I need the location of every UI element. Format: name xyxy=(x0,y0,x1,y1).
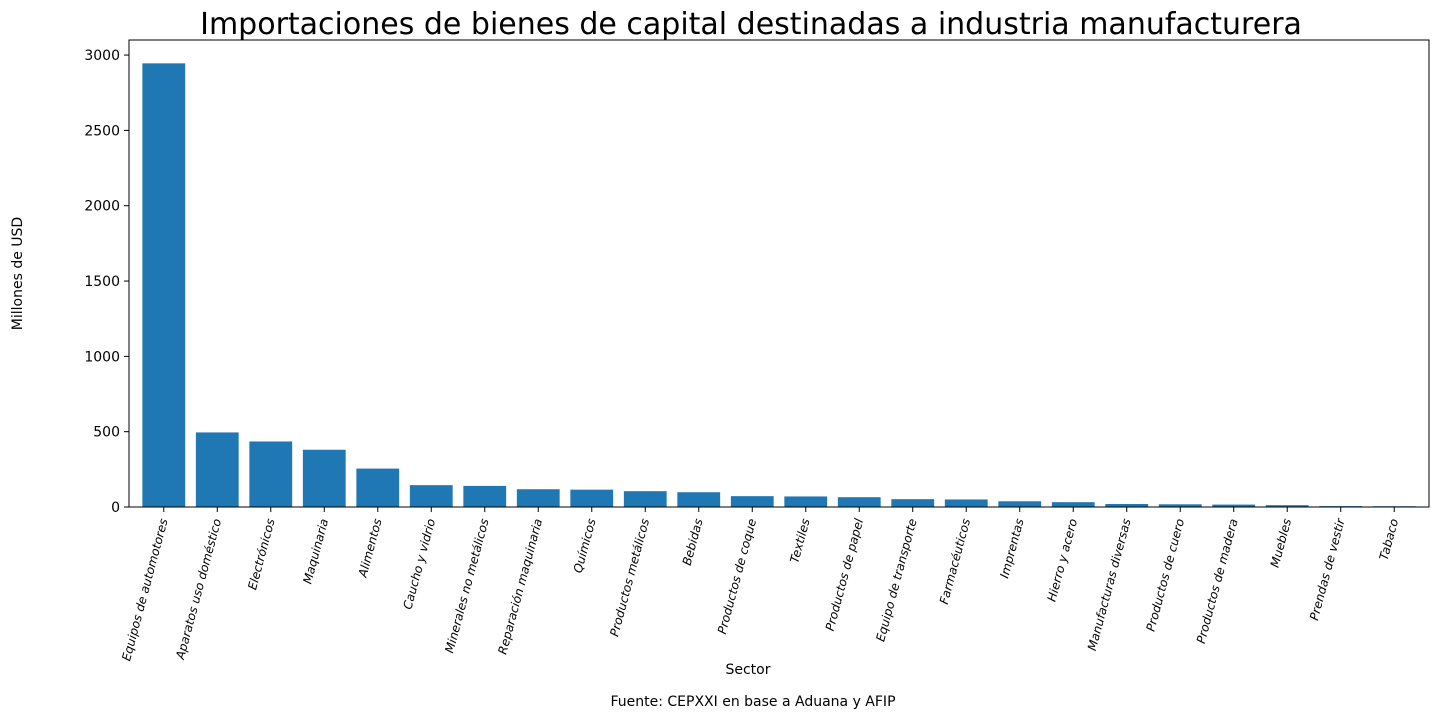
x-tick-label-9: Productos metálicos xyxy=(607,517,652,638)
bar-3 xyxy=(302,449,346,507)
x-tick-label-16: Imprentas xyxy=(997,517,1026,580)
bar-2 xyxy=(249,441,293,507)
bar-6 xyxy=(463,485,507,507)
x-tick-label-23: Tabaco xyxy=(1377,517,1401,562)
x-tick-label-17: Hierro y acero xyxy=(1045,517,1081,603)
x-tick-label-8: Químicos xyxy=(571,517,599,574)
plot-frame xyxy=(128,39,1430,508)
y-axis-label: Millones de USD xyxy=(10,217,26,330)
bar-13 xyxy=(837,497,881,507)
x-tick-label-11: Productos de coque xyxy=(715,517,759,635)
x-tick-label-12: Textiles xyxy=(787,517,812,564)
y-tick-label-3: 1500 xyxy=(84,274,120,290)
x-axis-label: Sector xyxy=(725,662,770,678)
x-tick-label-6: Minerales no metálicos xyxy=(442,517,491,654)
x-tick-label-5: Caucho y vidrio xyxy=(400,517,438,611)
y-tick-label-5: 2500 xyxy=(84,123,120,139)
bar-18 xyxy=(1105,503,1149,507)
bar-4 xyxy=(356,468,400,507)
y-tick-label-4: 2000 xyxy=(84,199,120,215)
bar-15 xyxy=(944,499,988,507)
x-tick-label-19: Productos de cuero xyxy=(1144,517,1188,633)
x-axis: Equipos de automotores Aparatos uso domés… xyxy=(119,507,1401,662)
x-tick-label-20: Productos de madera xyxy=(1194,517,1241,645)
x-tick-label-15: Farmacéuticos xyxy=(937,517,973,606)
x-tick-label-10: Bebidas xyxy=(680,517,706,567)
bar-19 xyxy=(1158,504,1202,507)
bar-17 xyxy=(1051,502,1095,507)
bar-7 xyxy=(516,489,560,507)
x-tick-label-22: Prendas de vestir xyxy=(1307,516,1348,622)
x-tick-label-14: Equipo de transporte xyxy=(873,517,919,643)
x-tick-label-2: Electrónicos xyxy=(245,517,277,591)
bar-11 xyxy=(730,496,774,507)
bar-16 xyxy=(998,501,1042,507)
y-tick-label-1: 500 xyxy=(93,425,120,441)
bar-1 xyxy=(195,432,239,507)
y-axis: 0 500 1000 1500 2000 2500 3000 xyxy=(84,48,129,516)
bar-5 xyxy=(409,485,453,507)
x-tick-label-1: Aparatos uso doméstico xyxy=(173,517,224,662)
x-tick-label-21: Muebles xyxy=(1268,517,1294,569)
bar-20 xyxy=(1212,504,1256,507)
bars xyxy=(142,63,1416,507)
bar-10 xyxy=(677,492,721,507)
x-tick-label-4: Alimentos xyxy=(355,517,384,579)
bar-21 xyxy=(1265,505,1309,507)
x-tick-label-7: Reparación maquinaria xyxy=(495,517,545,656)
bar-12 xyxy=(784,496,828,507)
y-tick-label-2: 1000 xyxy=(84,349,120,365)
chart-title: Importaciones de bienes de capital desti… xyxy=(200,7,1302,42)
bar-0 xyxy=(142,63,186,507)
bar-8 xyxy=(570,489,614,507)
y-tick-label-0: 0 xyxy=(111,500,120,516)
x-tick-label-13: Productos de papel xyxy=(823,517,867,633)
x-tick-label-18: Manufacturas diversas xyxy=(1085,517,1134,652)
source-note: Fuente: CEPXXI en base a Aduana y AFIP xyxy=(610,694,895,710)
bar-9 xyxy=(623,491,667,507)
x-tick-label-0: Equipos de automotores xyxy=(119,517,170,662)
y-tick-label-6: 3000 xyxy=(84,48,120,64)
x-tick-label-3: Maquinaria xyxy=(300,517,331,585)
bar-14 xyxy=(891,499,935,507)
